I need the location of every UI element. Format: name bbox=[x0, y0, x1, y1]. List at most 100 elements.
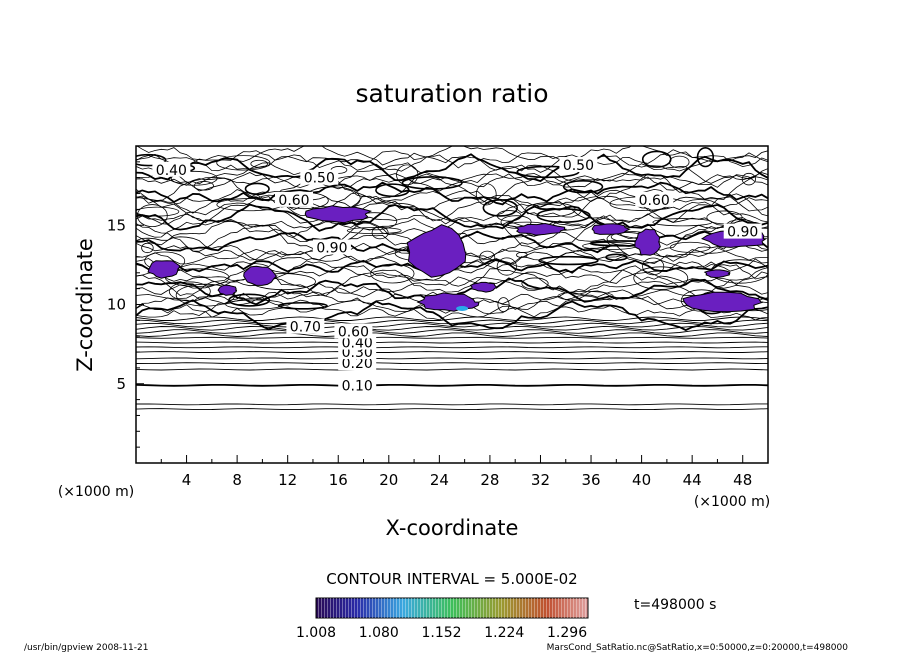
contour-loop bbox=[250, 159, 268, 168]
supersaturated-region bbox=[703, 269, 731, 279]
x-tick-label: 16 bbox=[329, 471, 348, 489]
x-tick-label: 44 bbox=[683, 471, 702, 489]
z-unit-label: (×1000 m) bbox=[58, 484, 134, 500]
contour-loop bbox=[225, 299, 285, 310]
contour-loop bbox=[521, 277, 549, 290]
contour-line bbox=[136, 181, 768, 206]
contour-label: 0.40 bbox=[342, 336, 373, 352]
contour-loop bbox=[352, 212, 398, 231]
supersaturated-region bbox=[514, 222, 567, 236]
contour-line bbox=[136, 149, 768, 169]
contour-line bbox=[136, 215, 768, 238]
contour-line bbox=[136, 265, 768, 299]
supersaturated-region bbox=[147, 260, 181, 279]
contour-interval: CONTOUR INTERVAL = 5.000E-02 bbox=[326, 570, 577, 588]
x-tick-label: 12 bbox=[278, 471, 297, 489]
contour-line bbox=[136, 408, 768, 411]
contour-loop bbox=[370, 263, 415, 284]
contour-loop bbox=[741, 172, 756, 186]
contour-loop bbox=[193, 181, 214, 191]
contour-label: 0.20 bbox=[342, 356, 373, 372]
contour-loop bbox=[696, 146, 715, 168]
x-tick-label: 8 bbox=[232, 471, 242, 489]
supersaturated-region bbox=[591, 223, 631, 235]
contour-label: 0.50 bbox=[304, 171, 335, 187]
x-tick-label: 28 bbox=[480, 471, 499, 489]
contour-label: 0.50 bbox=[563, 158, 594, 174]
x-tick-label: 24 bbox=[430, 471, 449, 489]
contour-loop bbox=[141, 242, 154, 254]
contour-line bbox=[136, 403, 768, 406]
chart-title: saturation ratio bbox=[355, 79, 548, 108]
y-tick-label: 15 bbox=[107, 216, 126, 234]
footer-right: MarsCond_SatRatio.nc@SatRatio,x=0:50000,… bbox=[547, 643, 849, 653]
contour-line bbox=[136, 368, 768, 371]
contour-label: 0.90 bbox=[727, 225, 758, 241]
supersaturated-region bbox=[406, 224, 467, 278]
contour-label-bg bbox=[152, 161, 191, 177]
contour-line bbox=[136, 362, 768, 365]
supersaturated-region bbox=[304, 205, 373, 224]
contour-label-bg bbox=[275, 191, 313, 207]
contour-label-bg bbox=[300, 169, 339, 185]
contour-loop bbox=[136, 206, 180, 217]
contour-line bbox=[136, 384, 768, 387]
contour-line bbox=[136, 276, 768, 295]
contour-loop bbox=[170, 170, 218, 186]
colorbar: 1.008 1.080 1.152 1.224 1.296 bbox=[296, 597, 589, 641]
supersaturated-region bbox=[469, 281, 498, 293]
x-axis-ticks: 4 8 12 16 20 24 28 32 36 40 44 48 bbox=[160, 455, 752, 489]
contour-loop bbox=[401, 176, 463, 190]
contour-line bbox=[136, 341, 768, 344]
contour-line bbox=[136, 193, 768, 224]
footer-left: /usr/bin/gpview 2008-11-21 bbox=[24, 643, 148, 653]
contour-loop bbox=[216, 155, 271, 171]
contour-label: 0.90 bbox=[316, 240, 347, 256]
contour-loop bbox=[175, 283, 236, 307]
contour-label-bg bbox=[334, 323, 373, 339]
x-tick-label: 20 bbox=[379, 471, 398, 489]
contour-loop bbox=[475, 183, 497, 206]
contour-loop bbox=[482, 199, 518, 217]
contour-loop bbox=[633, 266, 689, 290]
contour-labels: 0.100.200.300.400.600.700.40 0.500.600.50… bbox=[152, 157, 762, 394]
contour-line bbox=[136, 173, 768, 192]
contour-loop bbox=[168, 281, 211, 302]
contour-line bbox=[136, 346, 768, 349]
contour-loop bbox=[496, 257, 517, 276]
contour-label: 0.40 bbox=[156, 163, 187, 179]
contour-loop bbox=[500, 215, 532, 229]
supersaturated-region bbox=[243, 265, 278, 286]
contour-loop bbox=[669, 155, 690, 169]
colorbar-tick-label: 1.296 bbox=[547, 625, 587, 641]
contour-line bbox=[136, 200, 768, 225]
high-saturation-core bbox=[456, 305, 469, 311]
contour-loop bbox=[642, 257, 665, 276]
contour-loop bbox=[557, 291, 614, 302]
supersaturated-regions bbox=[147, 205, 768, 313]
contour-line bbox=[136, 329, 768, 334]
contour-label-bg bbox=[723, 223, 762, 239]
y-axis-ticks: 5 10 15 bbox=[107, 161, 144, 448]
x-tick-label: 32 bbox=[531, 471, 550, 489]
contour-loop bbox=[497, 297, 510, 313]
y-tick-label: 10 bbox=[107, 296, 126, 314]
contour-loop bbox=[538, 255, 599, 266]
x-axis-label: X-coordinate bbox=[386, 516, 519, 540]
lower-contour-lines bbox=[136, 316, 768, 411]
contour-line bbox=[136, 290, 768, 321]
x-unit-label: (×1000 m) bbox=[694, 494, 770, 510]
contour-label-bg bbox=[286, 318, 325, 334]
contour-label-bg bbox=[635, 191, 674, 207]
contour-label: 0.60 bbox=[639, 193, 670, 209]
supersaturated-region bbox=[682, 291, 764, 313]
contour-label: 0.60 bbox=[338, 324, 369, 340]
colorbar-tick-label: 1.224 bbox=[484, 625, 524, 641]
y-tick-label: 5 bbox=[116, 375, 126, 393]
contour-line bbox=[136, 332, 768, 337]
contour-line bbox=[136, 357, 768, 360]
contour-loop bbox=[562, 180, 604, 194]
y-axis-label: Z-coordinate bbox=[73, 238, 97, 372]
contour-label: 0.60 bbox=[278, 193, 309, 209]
